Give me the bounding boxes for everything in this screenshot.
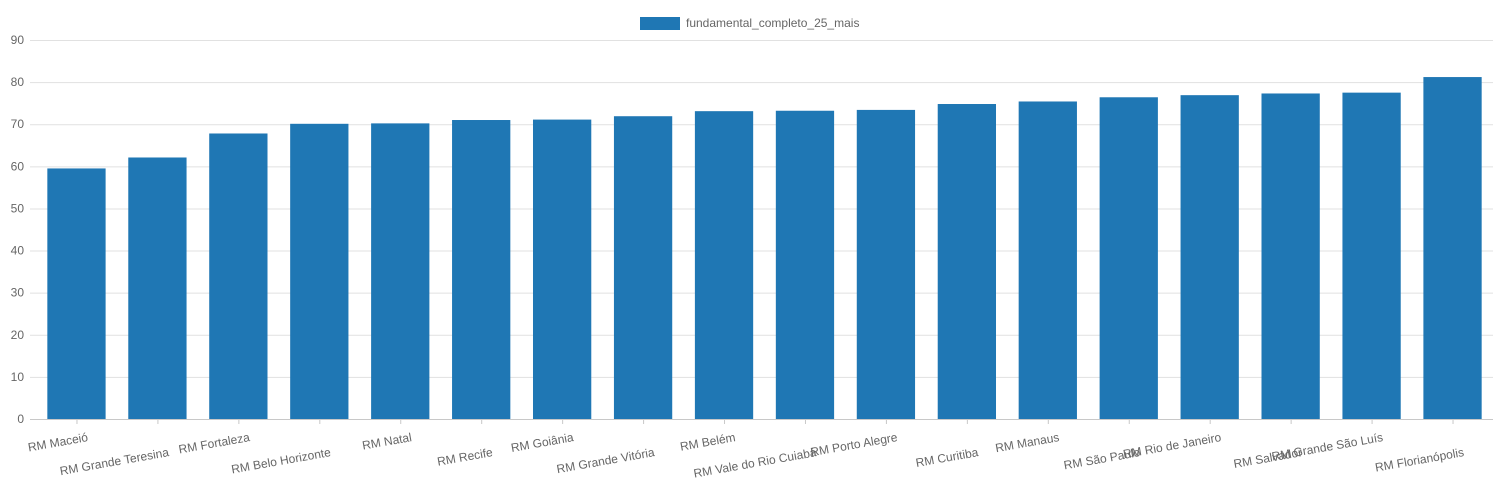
bar[interactable]	[209, 133, 268, 419]
legend-label: fundamental_completo_25_mais	[686, 16, 859, 30]
y-tick-label: 20	[11, 328, 25, 342]
bar[interactable]	[128, 157, 187, 420]
bar[interactable]	[47, 168, 106, 419]
x-tick-label: RM Grande Teresina	[59, 445, 171, 478]
legend[interactable]: fundamental_completo_25_mais	[640, 16, 859, 30]
bar[interactable]	[290, 123, 349, 419]
bars	[47, 77, 1482, 420]
bar[interactable]	[371, 123, 430, 419]
x-tick-label: RM Porto Alegre	[809, 430, 898, 459]
x-tick-label: RM Belém	[679, 430, 737, 454]
y-axis: 0 10 20 30 40 50 60 70 80 90	[11, 33, 25, 426]
x-tick-label: RM Grande São Luís	[1271, 430, 1384, 463]
y-tick-label: 90	[11, 33, 25, 47]
x-tick-label: RM Belo Horizonte	[230, 445, 332, 476]
x-tick-label: RM Manaus	[994, 430, 1060, 455]
bar[interactable]	[1423, 77, 1482, 420]
y-tick-label: 60	[11, 159, 25, 173]
legend-swatch	[640, 17, 680, 30]
y-tick-label: 50	[11, 201, 25, 215]
y-tick-label: 80	[11, 75, 25, 89]
y-tick-label: 30	[11, 286, 25, 300]
bar[interactable]	[613, 116, 673, 420]
x-tick-label: RM Goiânia	[510, 430, 575, 455]
x-tick-label: RM Grande Vitória	[556, 445, 656, 476]
y-tick-label: 10	[11, 370, 25, 384]
x-tick-label: RM Curitiba	[915, 445, 980, 470]
bar[interactable]	[532, 119, 592, 419]
x-tick-label: RM Vale do Rio Cuiabá	[692, 445, 817, 480]
y-tick-label: 0	[17, 412, 24, 426]
bar[interactable]	[1099, 97, 1158, 419]
x-tick-label: RM Recife	[436, 445, 494, 469]
gridlines	[30, 40, 1493, 420]
bar[interactable]	[937, 104, 997, 420]
bar[interactable]	[1261, 93, 1320, 419]
y-tick-label: 70	[11, 117, 25, 131]
x-tick-label: RM Maceió	[27, 430, 90, 454]
bar[interactable]	[775, 110, 835, 419]
bar[interactable]	[452, 120, 511, 419]
x-tick-label: RM Natal	[361, 430, 413, 452]
y-tick-label: 40	[11, 244, 25, 258]
bar[interactable]	[856, 109, 916, 419]
x-tick-label: RM Fortaleza	[178, 430, 252, 456]
bar[interactable]	[1342, 92, 1401, 419]
bar[interactable]	[1018, 101, 1077, 419]
bar[interactable]	[1180, 95, 1239, 419]
bar[interactable]	[694, 111, 754, 419]
x-tick-label: RM Rio de Janeiro	[1122, 430, 1223, 461]
x-tick-label: RM Florianópolis	[1374, 445, 1465, 474]
